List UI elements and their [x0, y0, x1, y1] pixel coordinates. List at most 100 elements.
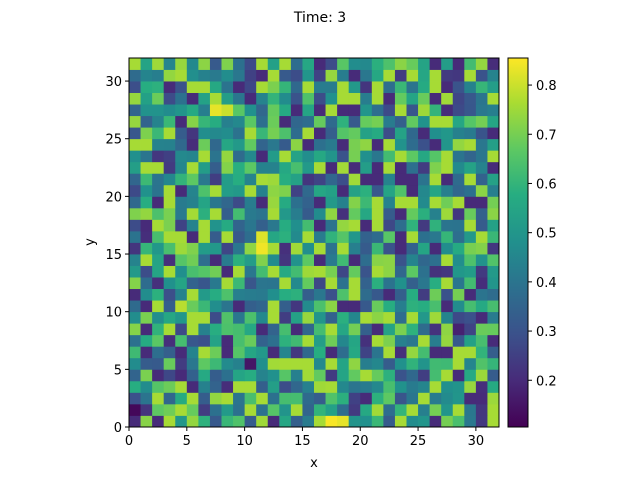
heatmap-cell — [429, 161, 442, 174]
heatmap-cell — [256, 369, 269, 382]
heatmap-cell — [429, 346, 442, 359]
heatmap-cell — [418, 392, 431, 405]
heatmap-cell — [175, 415, 188, 428]
heatmap-cell — [418, 254, 431, 266]
heatmap-cell — [244, 277, 257, 290]
heatmap-cell — [464, 207, 477, 220]
heatmap-cell — [256, 69, 269, 82]
heatmap-cell — [140, 92, 153, 105]
heatmap-cell — [209, 207, 222, 220]
heatmap-cell — [371, 288, 384, 301]
heatmap-cell — [360, 161, 373, 174]
heatmap-cell — [290, 380, 303, 393]
heatmap-cell — [175, 334, 188, 347]
heatmap-cell — [198, 92, 211, 105]
heatmap-cell — [290, 184, 303, 197]
heatmap-cell — [163, 392, 176, 405]
heatmap-cell — [198, 323, 211, 336]
heatmap-cell — [383, 403, 396, 416]
heatmap-cell — [371, 311, 384, 324]
heatmap-cell — [371, 207, 384, 220]
heatmap-cell — [152, 415, 165, 428]
heatmap-cell — [314, 127, 326, 140]
heatmap-cell — [452, 415, 465, 428]
heatmap-cell — [279, 184, 292, 197]
heatmap-cell — [256, 115, 269, 128]
heatmap-cell — [475, 127, 488, 140]
heatmap-cell — [394, 323, 407, 336]
heatmap-cell — [279, 242, 292, 255]
heatmap-cell — [256, 323, 269, 336]
heatmap-cell — [487, 184, 500, 197]
heatmap-cell — [129, 265, 141, 278]
heatmap-cell — [290, 415, 303, 428]
y-axis-label: y — [83, 238, 98, 246]
heatmap-cell — [198, 369, 211, 382]
heatmap-cell — [186, 334, 199, 347]
heatmap-cell — [244, 104, 257, 117]
heatmap-cell — [186, 323, 199, 336]
heatmap-cell — [314, 415, 326, 428]
colorbar-tick-label: 0.7 — [536, 128, 557, 143]
heatmap-cell — [314, 300, 326, 313]
heatmap-cell — [221, 357, 234, 370]
heatmap-cell — [360, 277, 373, 290]
heatmap-cell — [314, 196, 326, 209]
heatmap-cell — [337, 380, 350, 393]
heatmap-cell — [452, 380, 465, 393]
heatmap-cell — [348, 392, 361, 405]
heatmap-cell — [441, 392, 454, 405]
heatmap-cell — [256, 196, 269, 209]
heatmap-cell — [163, 346, 176, 359]
heatmap-cell — [487, 242, 500, 255]
heatmap-cell — [360, 369, 373, 382]
heatmap-cell — [464, 161, 477, 174]
heatmap-cell — [163, 265, 176, 278]
heatmap-cell — [198, 150, 211, 163]
heatmap-cell — [198, 138, 211, 151]
heatmap-cell — [337, 369, 350, 382]
heatmap-cell — [487, 380, 500, 393]
heatmap-cell — [129, 115, 141, 128]
heatmap-cell — [163, 69, 176, 82]
heatmap-cell — [152, 323, 165, 336]
heatmap-cell — [360, 300, 373, 313]
heatmap-cell — [418, 288, 431, 301]
heatmap-cell — [406, 357, 419, 370]
heatmap-cell — [186, 403, 199, 416]
heatmap-cell — [175, 58, 188, 70]
heatmap-cell — [221, 265, 234, 278]
heatmap-cell — [406, 196, 419, 209]
heatmap-cell — [406, 254, 419, 266]
heatmap-cell — [441, 150, 454, 163]
heatmap-cell — [233, 150, 246, 163]
heatmap-cell — [487, 58, 500, 70]
heatmap-cell — [337, 392, 350, 405]
heatmap-cell — [233, 323, 246, 336]
heatmap-cell — [418, 150, 431, 163]
heatmap-cell — [163, 207, 176, 220]
heatmap-cell — [429, 369, 442, 382]
heatmap-cell — [383, 346, 396, 359]
heatmap-cell — [175, 161, 188, 174]
heatmap-cell — [475, 92, 488, 105]
heatmap-cell — [186, 104, 199, 117]
heatmap-cell — [429, 81, 442, 93]
heatmap-cell — [290, 242, 303, 255]
heatmap-cell — [163, 127, 176, 140]
heatmap-cell — [348, 173, 361, 186]
heatmap-cell — [129, 138, 141, 151]
heatmap-cell — [186, 127, 199, 140]
heatmap-cell — [221, 138, 234, 151]
heatmap-cell — [475, 138, 488, 151]
heatmap-cell — [371, 138, 384, 151]
heatmap-cell — [186, 173, 199, 186]
heatmap-cell — [475, 150, 488, 163]
heatmap-cell — [487, 311, 500, 324]
heatmap-cell — [348, 115, 361, 128]
heatmap-cell — [464, 254, 477, 266]
heatmap-cell — [233, 369, 246, 382]
heatmap-cell — [441, 415, 454, 428]
heatmap-cell — [452, 207, 465, 220]
heatmap-cell — [140, 242, 153, 255]
